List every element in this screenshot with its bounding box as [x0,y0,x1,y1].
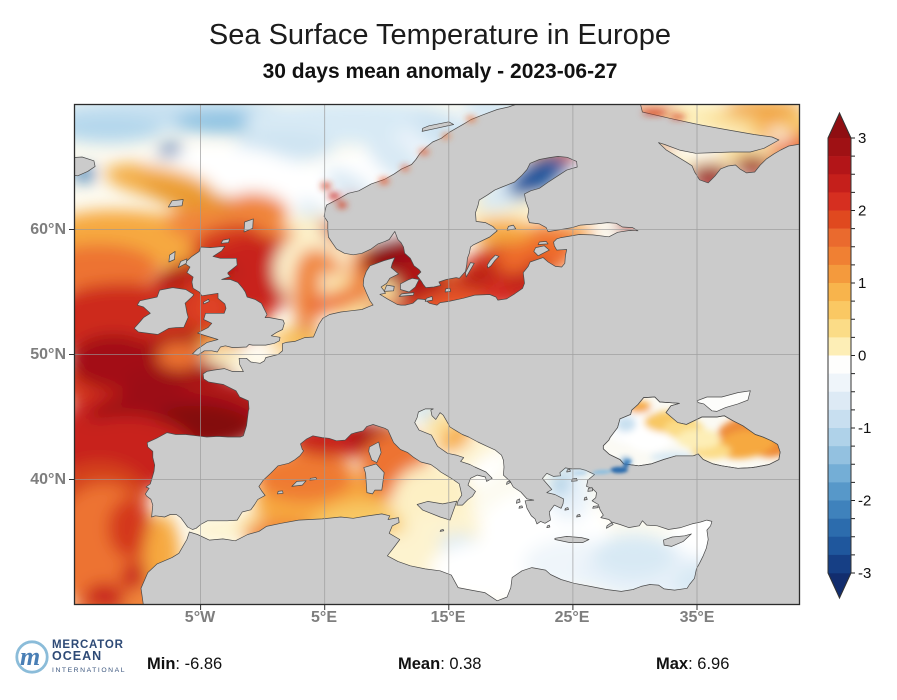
svg-text:INTERNATIONAL: INTERNATIONAL [52,667,126,674]
svg-text:3: 3 [858,130,866,147]
svg-text:OCEAN: OCEAN [52,649,102,663]
svg-text:1: 1 [858,275,866,292]
svg-text:0: 0 [858,348,866,365]
svg-text:MERCATOR: MERCATOR [52,639,124,651]
svg-text:-1: -1 [858,420,871,437]
svg-text:-2: -2 [858,493,871,510]
svg-text:m: m [20,642,40,671]
svg-text:-3: -3 [858,565,871,582]
svg-text:2: 2 [858,203,866,220]
